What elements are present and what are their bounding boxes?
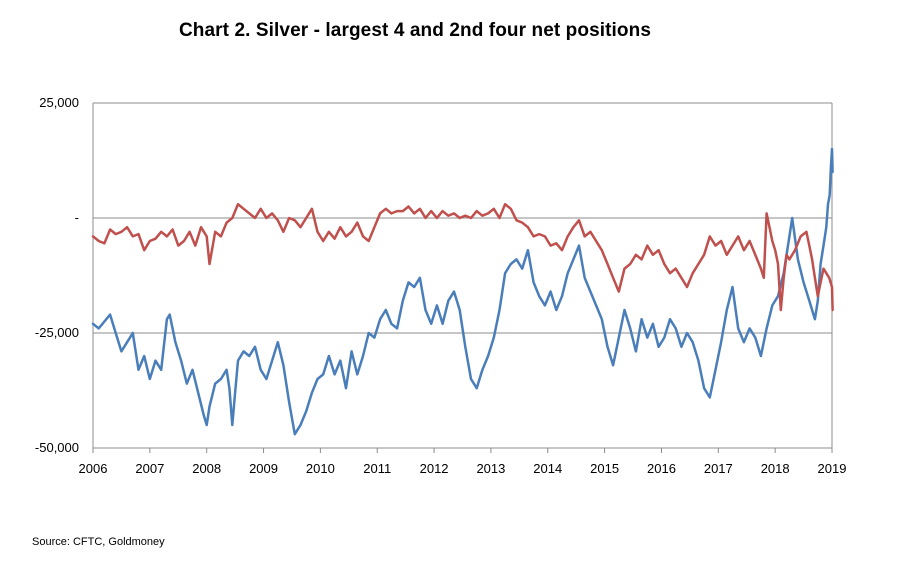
x-tick-label: 2010 [306, 461, 335, 476]
y-tick-label: 25,000 [39, 95, 79, 110]
x-tick-label: 2006 [79, 461, 108, 476]
x-tick-label: 2009 [249, 461, 278, 476]
y-tick-label: -25,000 [35, 325, 79, 340]
y-axis-tick-labels: 25,000 - -25,000 -50,000 [35, 95, 79, 455]
x-tick-label: 2015 [590, 461, 619, 476]
x-tick-label: 2013 [476, 461, 505, 476]
x-tick-label: 2012 [420, 461, 449, 476]
series-line-2 [91, 202, 834, 312]
x-tick-label: 2018 [761, 461, 790, 476]
series-lines [91, 147, 834, 436]
x-tick-label: 2014 [533, 461, 562, 476]
chart-title: Chart 2. Silver - largest 4 and 2nd four… [178, 20, 652, 41]
y-tick-label: -50,000 [35, 440, 79, 455]
x-axis-tick-labels: 2006 2007 2008 2009 2010 2011 2012 2013 2014 2015… [79, 461, 847, 476]
plot-area-frame [92, 103, 833, 453]
source-note: Source: CFTC, Goldmoney [32, 536, 165, 548]
series-line-1 [91, 147, 834, 436]
x-tick-label: 2016 [647, 461, 676, 476]
x-tick-label: 2007 [135, 461, 164, 476]
x-tick-label: 2011 [363, 461, 391, 476]
x-tick-label: 2017 [704, 461, 733, 476]
y-tick-label: - [75, 210, 79, 225]
x-tick-label: 2019 [818, 461, 847, 476]
x-tick-label: 2008 [192, 461, 221, 476]
